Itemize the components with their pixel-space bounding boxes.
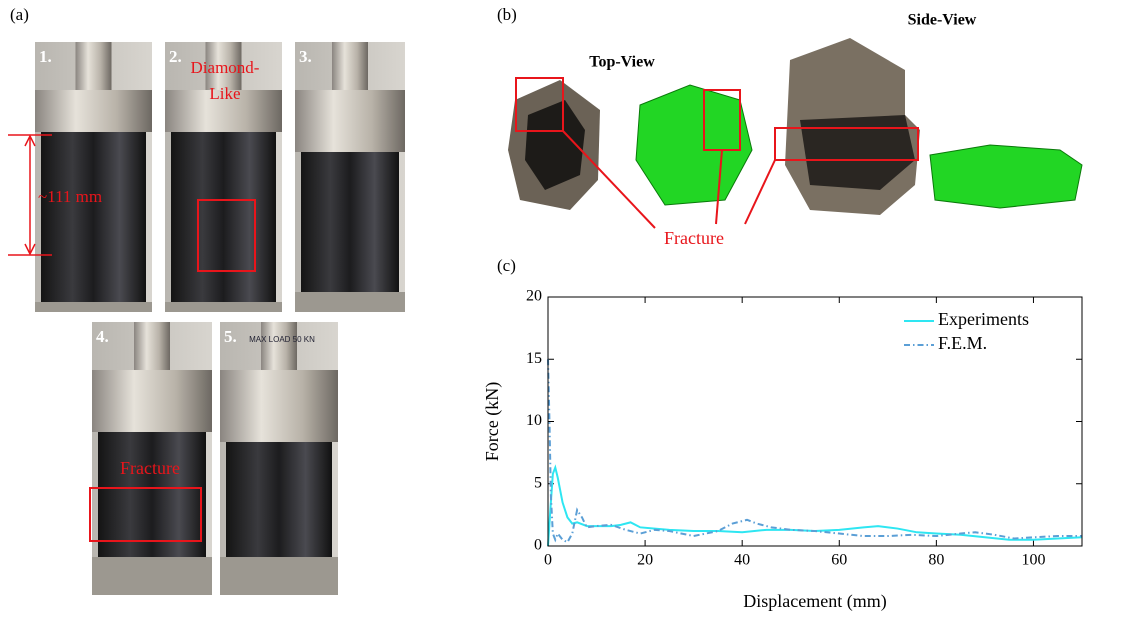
chart: 0 20 40 60 80 100 0 5 10 15 20 Displacement (mm) For… bbox=[482, 288, 1082, 612]
rod bbox=[332, 42, 368, 92]
side-view-model bbox=[930, 145, 1082, 208]
base-plate bbox=[35, 302, 152, 312]
pointer-line bbox=[745, 160, 775, 224]
view-label: Side-View bbox=[908, 12, 977, 29]
x-tick-label: 100 bbox=[1021, 552, 1045, 569]
rod bbox=[134, 322, 170, 372]
y-axis-label: Force (kN) bbox=[482, 382, 503, 461]
platen bbox=[295, 90, 405, 152]
legend-label: F.E.M. bbox=[938, 333, 987, 353]
x-tick-label: 20 bbox=[637, 552, 653, 569]
figure: 1. 2. 3. 4. 5. MAX LOAD 50 KN ~111 mm Diamond- L… bbox=[0, 0, 1122, 617]
base-plate bbox=[295, 292, 405, 312]
y-tick-label: 15 bbox=[526, 350, 542, 367]
x-tick-label: 40 bbox=[734, 552, 750, 569]
mode-label: Diamond- bbox=[191, 58, 260, 77]
rod bbox=[261, 322, 297, 372]
specimen bbox=[41, 132, 146, 302]
fracture-label: Fracture bbox=[120, 458, 180, 478]
y-tick-label: 0 bbox=[534, 537, 542, 554]
view-label: Top-View bbox=[589, 54, 655, 71]
photo-label: 4. bbox=[96, 327, 109, 346]
platen bbox=[92, 370, 212, 432]
rod bbox=[76, 42, 112, 92]
x-tick-label: 80 bbox=[928, 552, 944, 569]
fracture-label: Fracture bbox=[664, 228, 724, 248]
photos: 1. 2. 3. 4. 5. MAX LOAD 50 KN ~111 mm Diamond- L… bbox=[8, 42, 405, 595]
legend: Experiments F.E.M. bbox=[904, 309, 1029, 353]
top-view-model bbox=[636, 85, 752, 205]
legend-label: Experiments bbox=[938, 309, 1029, 329]
photo-label: 2. bbox=[169, 47, 182, 66]
length-label: ~111 mm bbox=[38, 187, 102, 206]
panel-label: (c) bbox=[497, 256, 516, 275]
y-tick-label: 5 bbox=[534, 474, 542, 491]
specimen bbox=[226, 442, 332, 557]
photo: 3. bbox=[295, 42, 405, 312]
data-line bbox=[548, 468, 1082, 546]
x-tick-label: 0 bbox=[544, 552, 552, 569]
platen bbox=[35, 90, 152, 132]
photo-label: 5. bbox=[224, 327, 237, 346]
plot-frame bbox=[548, 297, 1082, 546]
photo-label: 3. bbox=[299, 47, 312, 66]
x-tick-label: 60 bbox=[831, 552, 847, 569]
data-line bbox=[548, 359, 1082, 542]
base-plate bbox=[92, 557, 212, 595]
base-plate bbox=[165, 302, 282, 312]
photo-label: 1. bbox=[39, 47, 52, 66]
machine-plate: MAX LOAD 50 KN bbox=[249, 335, 315, 344]
y-tick-label: 10 bbox=[526, 412, 542, 429]
panel-label: (b) bbox=[497, 5, 517, 24]
platen bbox=[220, 370, 338, 442]
specimen bbox=[98, 432, 206, 557]
y-tick-label: 20 bbox=[526, 288, 542, 305]
x-axis-label: Displacement (mm) bbox=[743, 591, 886, 612]
specimen bbox=[301, 152, 399, 292]
mode-label: Like bbox=[209, 84, 240, 103]
photo: 1. bbox=[35, 42, 152, 312]
base-plate bbox=[220, 557, 338, 595]
panel-label: (a) bbox=[10, 5, 29, 24]
photo: 5. bbox=[220, 322, 338, 595]
specimen bbox=[171, 132, 276, 302]
